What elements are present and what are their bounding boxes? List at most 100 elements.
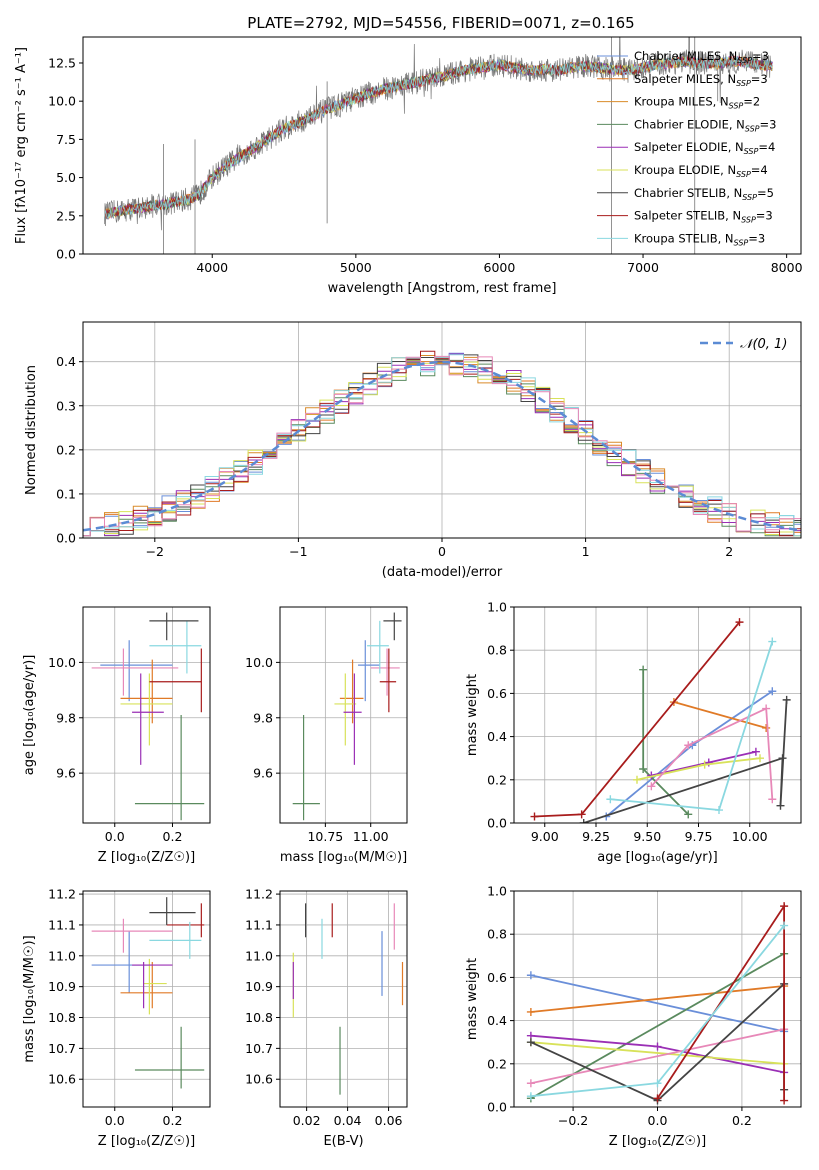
- residual-histogram: [83, 359, 801, 537]
- series-point: [700, 760, 709, 769]
- y-tick-label: 1.0: [487, 600, 507, 615]
- legend-entry: Kroupa ELODIE, NSSP=4: [634, 163, 768, 179]
- residual-histogram: [83, 350, 801, 537]
- x-tick-label: 0.2: [732, 1113, 752, 1128]
- age-vs-z-frame: [82, 606, 211, 824]
- legend-subscript: SSP: [736, 170, 751, 179]
- legend-value: =3: [756, 209, 773, 223]
- residual-histogram: [83, 359, 801, 537]
- legend-entry: Salpeter MILES, NSSP=3: [634, 72, 768, 88]
- y-tick-label: 10.6: [245, 1072, 273, 1087]
- series-point: [768, 795, 777, 804]
- y-tick-label: 10.0: [245, 655, 273, 670]
- series-point: [735, 618, 744, 627]
- spectrum-frame: [82, 36, 802, 255]
- residual-histograms: [83, 350, 801, 537]
- x-tick-label: 2: [725, 544, 733, 559]
- y-tick-label: 0.8: [487, 927, 507, 942]
- legend-entry: Salpeter STELIB, NSSP=3: [634, 209, 773, 225]
- legend-label: Chabrier STELIB, N: [634, 186, 742, 200]
- legend-value: =3: [760, 117, 777, 131]
- y-tick-label: 10.9: [48, 979, 76, 994]
- x-axis-label: mass [log₁₀(M/M☉)]: [280, 850, 407, 865]
- y-tick-label: 10.7: [245, 1041, 273, 1056]
- series-line: [650, 707, 774, 800]
- y-axis-label: mass weight: [465, 674, 480, 756]
- legend-label: Kroupa ELODIE, N: [634, 163, 736, 177]
- x-axis-label: Z [log₁₀(Z/Z☉)]: [98, 1134, 195, 1149]
- series-point: [639, 765, 648, 773]
- legend-label: Kroupa STELIB, N: [634, 231, 734, 245]
- x-axis-label: Z [log₁₀(Z/Z☉)]: [98, 850, 195, 865]
- x-tick-label: 0.0: [105, 1113, 125, 1128]
- series-point: [530, 812, 539, 821]
- weight_vs_Z-axes: −0.2 0.0 0.2 0.0 0.2 0.4 0.6 0.8 1.0 Z [log₁₀(Z/Z…: [465, 884, 801, 1149]
- x-tick-label: 9.00: [531, 829, 559, 844]
- legend-subscript: SSP: [744, 147, 759, 156]
- series-point: [684, 741, 693, 750]
- series-line: [673, 701, 767, 729]
- series-point: [526, 1007, 535, 1016]
- y-tick-label: 11.0: [48, 948, 76, 963]
- series-line: [610, 641, 774, 811]
- legend-label: Chabrier MILES, N: [634, 49, 737, 63]
- legend-value: =4: [751, 163, 768, 177]
- series-point: [762, 723, 771, 732]
- series-point: [577, 810, 586, 819]
- weight_vs_Z-series: [526, 902, 789, 1105]
- legend-value: =4: [758, 140, 775, 154]
- series-point: [715, 806, 723, 815]
- y-tick-label: 0.8: [487, 643, 507, 658]
- residual-histogram: [83, 357, 801, 537]
- x-tick-label: 0.02: [293, 1113, 321, 1128]
- y-tick-label: 10.9: [245, 979, 273, 994]
- y-tick-label: 7.5: [56, 132, 76, 147]
- legend-entry: Chabrier STELIB, NSSP=5: [634, 186, 774, 202]
- spectrum-axes: 4000 5000 6000 7000 8000 0.0 2.5 5.0 7.5 10.0 12.5…: [14, 47, 803, 296]
- series-point: [526, 1092, 535, 1101]
- x-axis-label: age [log₁₀(age/yr)]: [597, 850, 718, 865]
- series-point: [526, 971, 535, 980]
- y-tick-label: 0.4: [56, 354, 76, 369]
- x-tick-label: 0.2: [163, 1113, 183, 1128]
- x-tick-label: 0.0: [105, 829, 125, 844]
- normal-curve: [83, 360, 801, 532]
- y-axis-label: Flux [fλ10⁻¹⁷ erg cm⁻² s⁻¹ A⁻¹]: [14, 47, 29, 244]
- series-point: [633, 775, 641, 784]
- series-point: [762, 704, 771, 713]
- series-point: [639, 665, 648, 674]
- legend-label: Salpeter ELODIE, N: [634, 140, 744, 154]
- y-tick-label: 5.0: [56, 170, 76, 185]
- series-point: [751, 747, 760, 756]
- y-axis-label: mass [log₁₀(M/M☉)]: [22, 935, 37, 1062]
- y-tick-label: 10.8: [245, 1010, 273, 1025]
- series-point: [579, 819, 588, 823]
- series-line: [534, 621, 741, 818]
- legend-subscript: SSP: [729, 102, 744, 111]
- series-point: [782, 695, 791, 704]
- mass_vs_ebv-axes: 0.02 0.04 0.06 10.6 10.7 10.8 10.9 11.0 11.1 11.2…: [245, 887, 407, 1149]
- mass-vs-z-frame: [82, 890, 211, 1108]
- age-vs-mass-errorbars: [292, 612, 402, 821]
- weight_vs_age-axes: 9.00 9.25 9.50 9.75 10.00 0.0 0.2 0.4 0.6 0.8 1.0 a…: [465, 600, 801, 865]
- y-tick-label: 10.7: [48, 1041, 76, 1056]
- legend-value: =3: [752, 49, 769, 63]
- x-tick-label: 0.0: [648, 1113, 668, 1128]
- legend-entry: Chabrier MILES, NSSP=3: [634, 49, 769, 65]
- legend-subscript: SSP: [734, 238, 749, 247]
- legend-label: Kroupa MILES, N: [634, 95, 729, 109]
- y-tick-label: 1.0: [487, 884, 507, 899]
- series-point: [653, 1079, 662, 1088]
- legend-subscript: SSP: [742, 193, 757, 202]
- legend-entry: Kroupa STELIB, NSSP=3: [634, 231, 765, 247]
- residuals-frame: [82, 321, 802, 539]
- legend-subscript: SSP: [736, 79, 751, 88]
- residual-histogram: [83, 352, 801, 537]
- x-tick-label: 9.25: [582, 829, 610, 844]
- y-tick-label: 9.8: [253, 710, 273, 725]
- series-point: [768, 687, 777, 696]
- legend-label: Chabrier ELODIE, N: [634, 117, 745, 131]
- y-tick-label: 2.5: [56, 208, 76, 223]
